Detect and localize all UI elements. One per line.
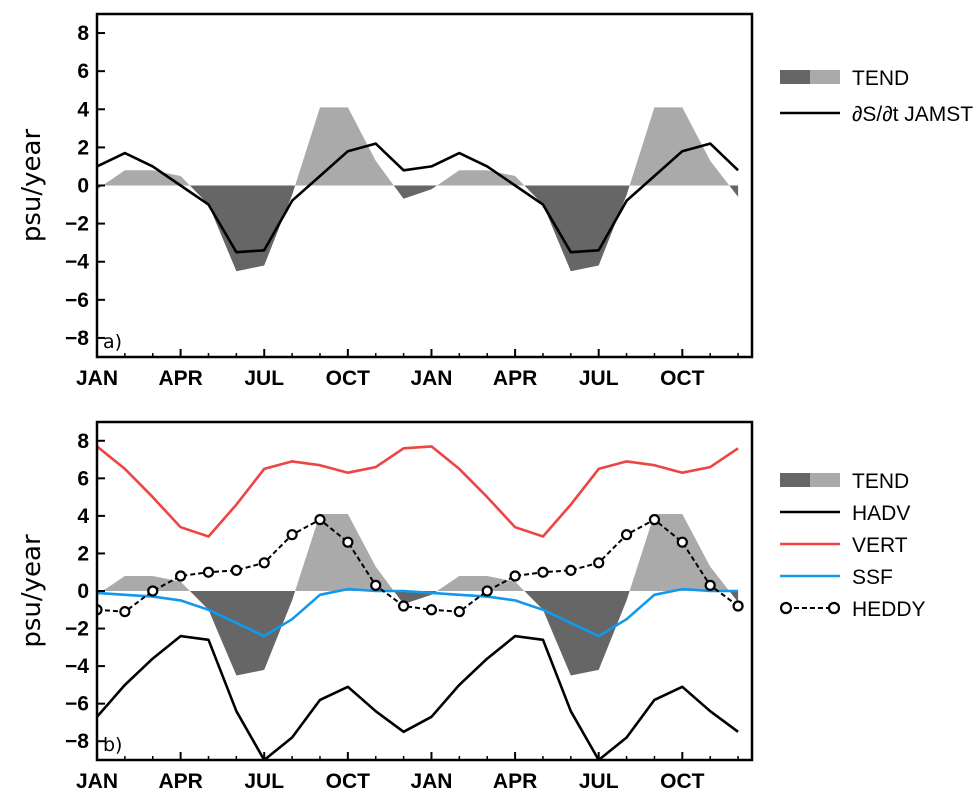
plot-area (97, 445, 744, 760)
heddy-marker (397, 600, 410, 612)
tend-area-negative (97, 185, 739, 272)
legend-swatch-pos (810, 70, 840, 84)
tend-area-positive (97, 514, 739, 591)
x-tick-label: JAN (76, 770, 118, 789)
legend-swatch-neg (780, 70, 810, 84)
heddy-marker (620, 529, 633, 541)
x-tick-label: OCT (660, 367, 705, 390)
legend-label: TEND (852, 67, 909, 90)
x-tick-label: JAN (410, 367, 452, 390)
x-tick-label: OCT (326, 770, 371, 789)
legend: TEND ∂S/∂t JAMSTEC (780, 67, 974, 126)
panel-tag: a) (103, 331, 122, 353)
heddy-marker (370, 579, 382, 591)
panel-a: −8 −6 −4 −2 0 2 4 6 8 JAN APR JUL OCT JAN APR JUL OCT psu… (17, 12, 974, 390)
x-tick-label: OCT (660, 770, 705, 789)
x-tick-label: JUL (244, 367, 284, 390)
x-tick-label: JAN (76, 367, 118, 390)
y-tick-label: 4 (77, 505, 89, 528)
heddy-marker (286, 529, 298, 541)
dsdt-jamstec-line (97, 142, 739, 254)
legend-label: ∂S/∂t JAMSTEC (852, 103, 974, 126)
heddy-marker (119, 606, 131, 618)
heddy-marker (202, 566, 215, 578)
heddy-marker (537, 566, 549, 578)
x-tick-label: JUL (579, 770, 619, 789)
legend-swatch-neg (780, 473, 810, 487)
heddy-marker (230, 564, 242, 576)
x-tick-label: APR (493, 770, 537, 789)
legend-marker (779, 601, 793, 615)
heddy-marker (648, 514, 661, 526)
y-axis-label: psu/year (17, 534, 47, 648)
y-tick-label: 6 (77, 467, 89, 490)
heddy-marker (342, 536, 354, 548)
heddy-marker (565, 564, 577, 576)
x-tick-label: JUL (579, 367, 619, 390)
x-tick-label: OCT (326, 367, 371, 390)
panel-b: −8 −6 −4 −2 0 2 4 6 8 JAN APR JUL OCT JAN APR JUL OCT psu… (17, 420, 926, 789)
heddy-marker (593, 557, 605, 569)
x-tick-label: JUL (244, 770, 284, 789)
legend-label: TEND (852, 470, 909, 493)
y-tick-label: 8 (77, 22, 89, 45)
panel-tag: b) (103, 734, 122, 756)
legend-label: VERT (852, 534, 908, 557)
hadv-line (97, 634, 739, 760)
x-tick-label: JAN (410, 770, 452, 789)
heddy-marker (147, 585, 159, 597)
x-tick-label: APR (493, 367, 537, 390)
y-tick-label: 2 (77, 542, 89, 565)
x-tick-label: APR (158, 770, 202, 789)
legend-marker (827, 601, 841, 615)
y-tick-label: 6 (77, 60, 89, 83)
y-tick-label: 8 (77, 430, 89, 453)
y-tick-label: −4 (65, 655, 89, 678)
heddy-marker (732, 600, 744, 612)
heddy-marker (481, 585, 493, 597)
vert-line (97, 445, 739, 538)
y-tick-label: 4 (77, 98, 89, 121)
ssf-line (97, 587, 739, 638)
heddy-marker (676, 536, 688, 548)
y-tick-label: −6 (65, 693, 89, 716)
y-axis-label: psu/year (17, 129, 47, 243)
heddy-marker (258, 557, 270, 569)
plot-area (97, 107, 739, 272)
heddy-marker (704, 579, 716, 591)
y-tick-label: −6 (65, 289, 89, 312)
legend-swatch-pos (810, 473, 840, 487)
legend-label: SSF (852, 566, 893, 589)
y-tick-label: −8 (65, 730, 89, 753)
tend-area-negative (97, 591, 739, 676)
y-tick-label: −8 (65, 327, 89, 350)
heddy-marker (453, 606, 465, 618)
legend: TEND HADV VERT SSF HEDDY (779, 470, 926, 621)
tend-area-positive (97, 107, 739, 186)
y-tick-label: 0 (77, 580, 89, 603)
y-tick-label: −4 (65, 251, 89, 274)
heddy-marker (425, 604, 438, 616)
heddy-marker (314, 514, 326, 526)
heddy-marker (509, 570, 521, 582)
legend-label: HEDDY (852, 598, 926, 621)
heddy-marker (175, 570, 187, 582)
legend-label: HADV (852, 502, 910, 525)
y-tick-label: −2 (65, 213, 89, 236)
x-tick-label: APR (158, 367, 202, 390)
y-tick-label: 2 (77, 136, 89, 159)
y-tick-label: −2 (65, 618, 89, 641)
y-tick-label: 0 (77, 175, 89, 198)
